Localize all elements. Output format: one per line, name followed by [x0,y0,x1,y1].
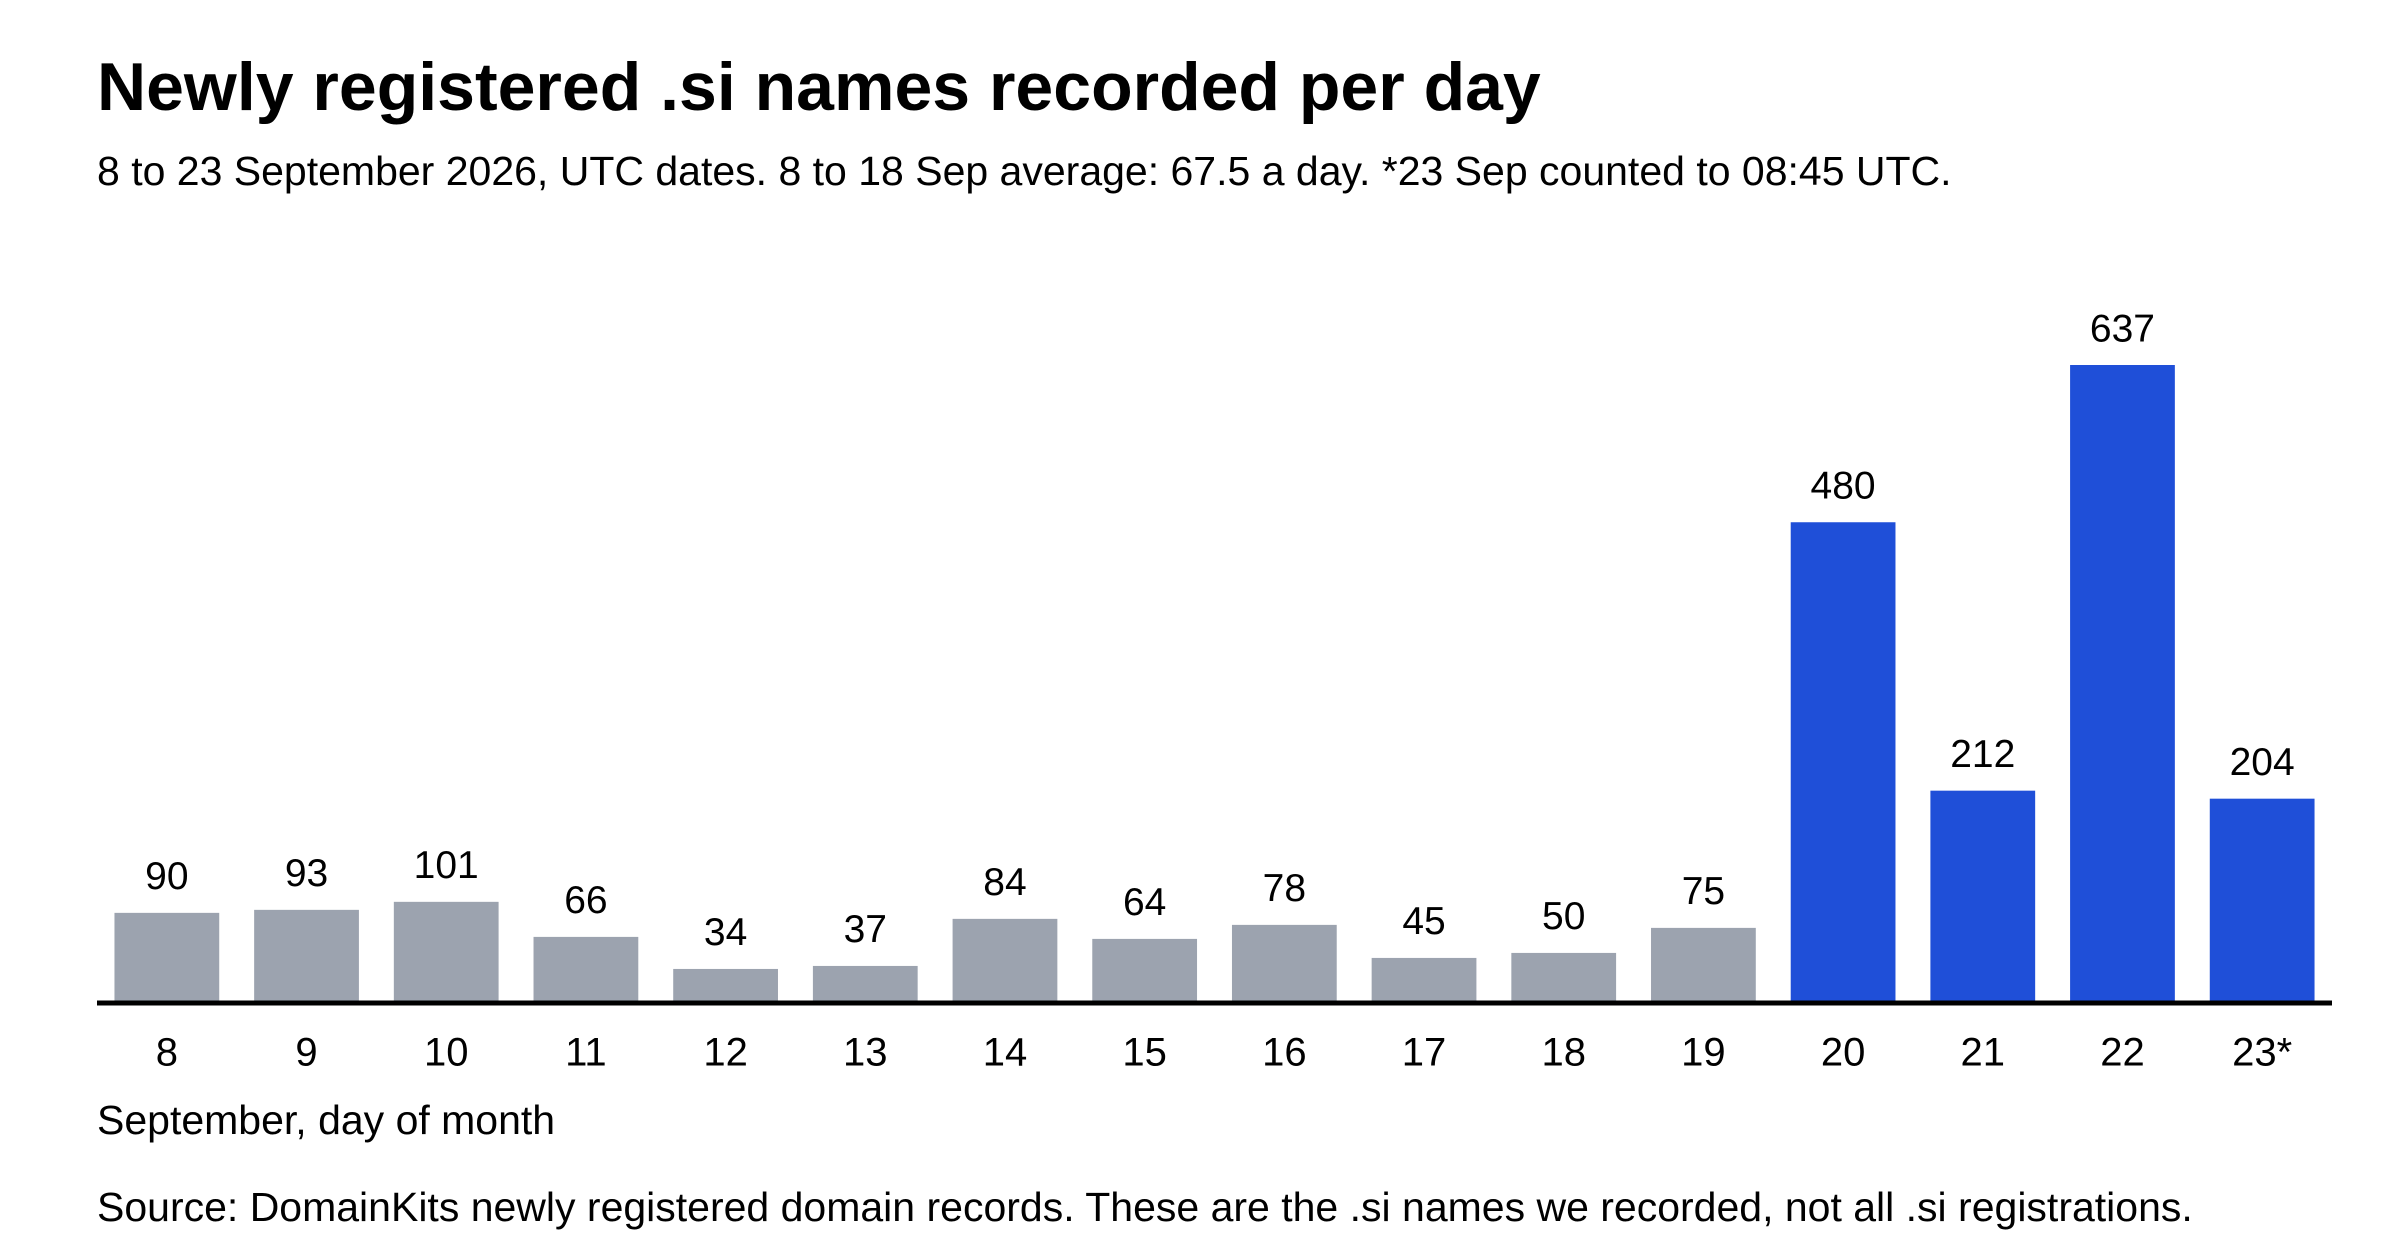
value-label: 50 [1542,895,1585,938]
value-label: 37 [844,908,887,951]
bar [393,901,499,1003]
x-tick-label: 17 [1402,1031,1447,1075]
source-note: Source: DomainKits newly registered doma… [97,1184,2193,1230]
x-tick-label: 19 [1681,1031,1726,1075]
value-label: 84 [983,861,1026,904]
value-label: 64 [1123,881,1166,924]
x-tick-label: 18 [1541,1031,1586,1075]
bar [1511,952,1617,1003]
bar [2209,798,2315,1003]
value-label: 78 [1263,867,1306,910]
chart-subtitle: 8 to 23 September 2026, UTC dates. 8 to … [97,148,1952,194]
bar [114,912,220,1003]
value-label: 480 [1811,465,1876,508]
bar [533,936,639,1003]
chart-title: Newly registered .si names recorded per … [97,49,1541,125]
x-tick-label: 15 [1122,1031,1167,1075]
bar [812,965,918,1003]
value-label: 101 [414,844,479,887]
x-tick-label: 9 [295,1031,317,1075]
x-tick-label: 20 [1821,1031,1866,1075]
value-label: 45 [1402,900,1445,943]
bar [1790,522,1896,1003]
value-label: 66 [564,879,607,922]
x-tick-label: 16 [1262,1031,1307,1075]
x-tick-label: 10 [424,1031,469,1075]
value-label: 90 [145,855,188,898]
x-tick-label: 12 [703,1031,748,1075]
x-axis-label: September, day of month [97,1097,555,1143]
value-label: 637 [2090,307,2155,350]
bar [1371,957,1477,1003]
value-label: 93 [285,852,328,895]
bar [1651,927,1756,1003]
x-tick-label: 22 [2100,1031,2145,1075]
x-tick-label: 14 [983,1031,1028,1075]
x-tick-label: 11 [565,1031,607,1075]
x-tick-label: 23* [2232,1031,2292,1075]
bar [2070,365,2175,1003]
bar [254,909,359,1003]
x-tick-label: 21 [1961,1031,2006,1075]
x-tick-label: 13 [843,1031,888,1075]
x-tick-label: 8 [156,1031,178,1075]
bar [673,968,778,1003]
value-label: 212 [1950,733,2015,776]
bar [1092,938,1198,1003]
bar [1930,790,2036,1003]
value-label: 75 [1682,870,1725,913]
bar [952,918,1058,1003]
bar [1231,924,1337,1003]
value-label: 204 [2230,741,2295,784]
value-label: 34 [704,911,747,954]
